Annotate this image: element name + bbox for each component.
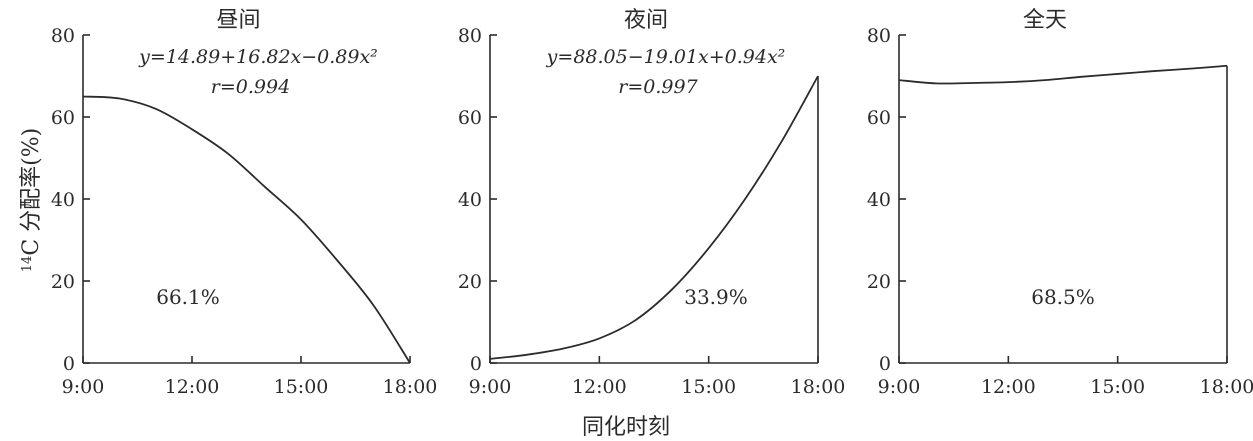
x-tick-label: 18:00 bbox=[791, 376, 846, 398]
y-tick-label: 0 bbox=[879, 353, 891, 375]
series-line bbox=[489, 75, 819, 360]
x-axis-title: 同化时刻 bbox=[582, 415, 670, 440]
y-tick-label: 60 bbox=[458, 107, 482, 129]
x-tick-label: 18:00 bbox=[1200, 376, 1253, 398]
percentage-annotation: 33.9% bbox=[684, 285, 748, 309]
series-line bbox=[82, 95, 411, 364]
x-tick-label: 15:00 bbox=[1090, 376, 1145, 398]
y-tick-label: 60 bbox=[51, 107, 75, 129]
correlation-coefficient: r=0.997 bbox=[618, 76, 698, 98]
y-tick-label: 40 bbox=[458, 189, 482, 211]
y-axis-title-superscript: 14 bbox=[20, 256, 35, 273]
panel-title: 夜间 bbox=[624, 8, 668, 33]
y-tick-label: 0 bbox=[63, 353, 75, 375]
x-tick-label: 18:00 bbox=[383, 376, 438, 398]
chart-panels: 0 20 40 60 80 9:00 12:00 15:00 18:00 昼间 y=14.89+16… bbox=[51, 8, 1253, 398]
x-tick-label: 9:00 bbox=[878, 376, 921, 398]
y-tick-label: 20 bbox=[458, 271, 482, 293]
y-tick-label: 20 bbox=[51, 271, 75, 293]
percentage-annotation: 68.5% bbox=[1031, 285, 1095, 309]
regression-equation: y=88.05−19.01x+0.94x² bbox=[546, 46, 786, 68]
y-tick-label: 80 bbox=[867, 25, 891, 47]
percentage-annotation: 66.1% bbox=[156, 285, 220, 309]
x-tick-label: 12:00 bbox=[165, 376, 220, 398]
x-tick-label: 12:00 bbox=[981, 376, 1036, 398]
x-tick-label: 15:00 bbox=[274, 376, 329, 398]
chart-panel-3: 0 20 40 60 80 9:00 12:00 15:00 18:00 全天 68.5% bbox=[867, 8, 1253, 398]
chart-panel-2: 0 20 40 60 80 9:00 12:00 15:00 18:00 夜间 y=88.05−19… bbox=[458, 8, 846, 398]
y-tick-label: 80 bbox=[51, 25, 75, 47]
y-axis-title-text: C 分配率(%) bbox=[19, 128, 44, 256]
panel-title: 昼间 bbox=[216, 8, 260, 33]
y-tick-label: 40 bbox=[51, 189, 75, 211]
y-tick-label: 80 bbox=[458, 25, 482, 47]
y-tick-label: 40 bbox=[867, 189, 891, 211]
regression-equation: y=14.89+16.82x−0.89x² bbox=[138, 46, 378, 68]
x-tick-label: 15:00 bbox=[681, 376, 736, 398]
chart-panel-1: 0 20 40 60 80 9:00 12:00 15:00 18:00 昼间 y=14.89+16… bbox=[51, 8, 438, 398]
x-tick-label: 9:00 bbox=[62, 376, 105, 398]
y-tick-label: 60 bbox=[867, 107, 891, 129]
panel-title: 全天 bbox=[1023, 8, 1067, 33]
series-line bbox=[898, 64, 1228, 85]
x-tick-label: 12:00 bbox=[572, 376, 627, 398]
y-tick-label: 20 bbox=[867, 271, 891, 293]
x-tick-label: 9:00 bbox=[469, 376, 512, 398]
y-tick-label: 0 bbox=[470, 353, 482, 375]
correlation-coefficient: r=0.994 bbox=[211, 76, 290, 98]
y-axis-title: 14C 分配率(%) bbox=[19, 128, 44, 272]
